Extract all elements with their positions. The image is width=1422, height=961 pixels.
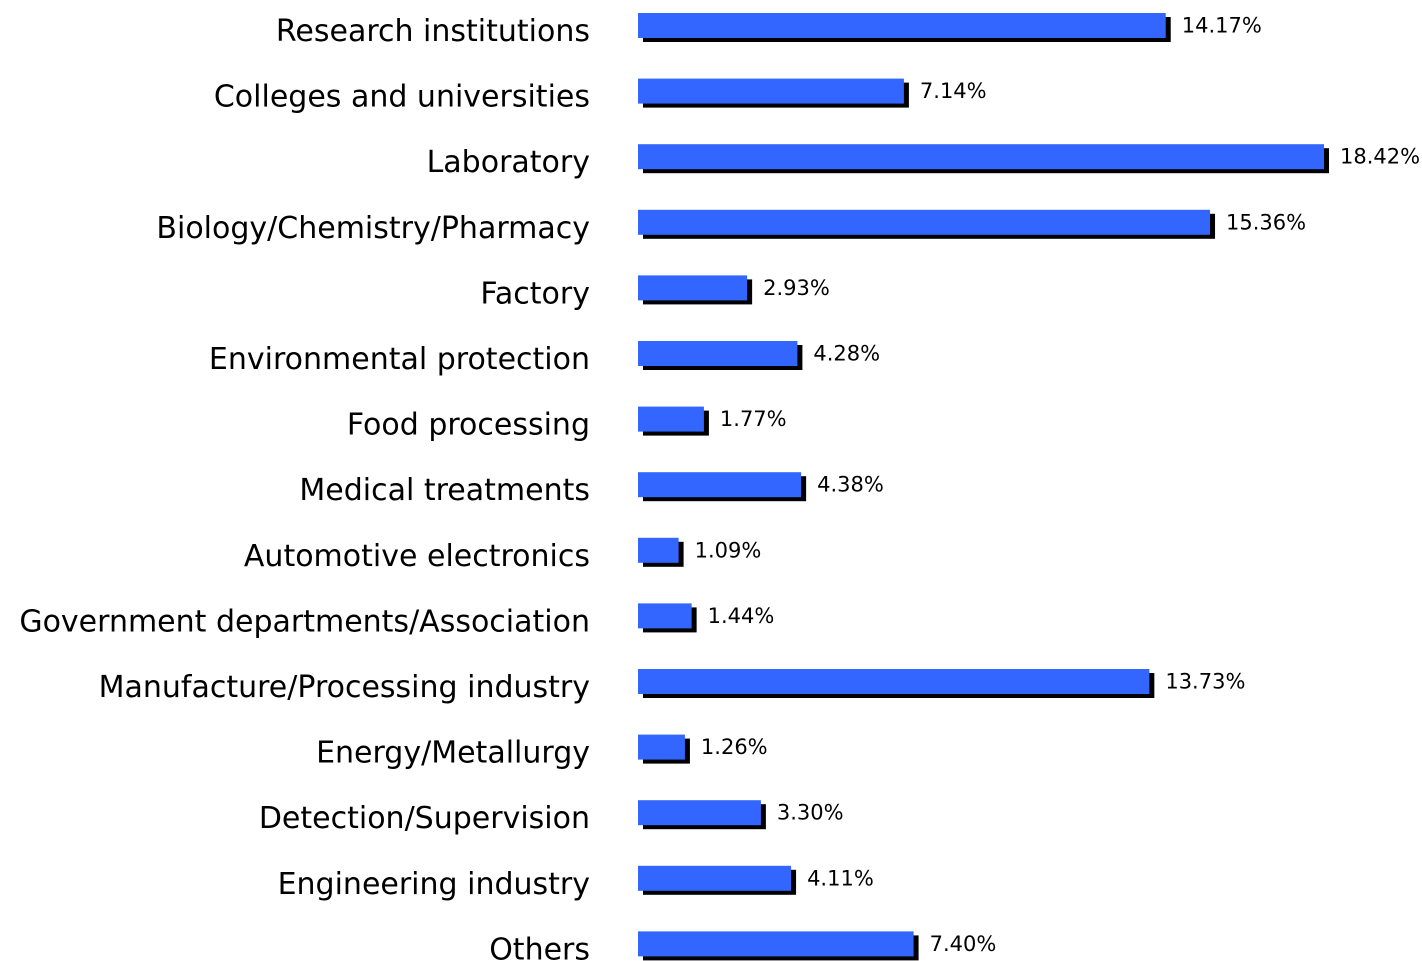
value-label: 4.11%	[807, 866, 874, 890]
value-label: 1.09%	[695, 538, 762, 562]
value-label: 2.93%	[763, 276, 830, 300]
bar	[638, 734, 685, 760]
category-label: Medical treatments	[299, 473, 590, 508]
bar	[638, 800, 761, 826]
bar	[638, 209, 1211, 235]
category-label: Detection/Supervision	[259, 801, 590, 836]
bar	[638, 669, 1150, 694]
category-label: Energy/Metallurgy	[316, 736, 590, 771]
value-label: 1.44%	[708, 604, 775, 628]
category-label: Colleges and universities	[214, 80, 590, 115]
bar	[638, 931, 914, 957]
category-label: Manufacture/Processing industry	[99, 670, 590, 705]
bar	[638, 406, 704, 432]
category-label: Food processing	[347, 408, 590, 443]
bar	[638, 472, 802, 498]
category-label: Environmental protection	[209, 342, 590, 377]
category-label: Automotive electronics	[244, 539, 590, 574]
category-label: Engineering industry	[278, 867, 590, 902]
category-label: Laboratory	[427, 145, 590, 180]
value-label: 7.40%	[930, 932, 997, 956]
category-label: Government departments/Association	[19, 604, 590, 639]
bar	[638, 13, 1166, 38]
bar	[638, 144, 1324, 170]
bar	[638, 537, 679, 563]
category-label: Biology/Chemistry/Pharmacy	[156, 211, 590, 246]
value-label: 7.14%	[920, 79, 987, 103]
category-label: Factory	[480, 276, 590, 311]
category-label: Research institutions	[276, 14, 590, 49]
value-label: 1.26%	[701, 735, 768, 759]
value-label: 4.28%	[813, 342, 880, 366]
value-label: 13.73%	[1165, 670, 1245, 694]
value-label: 1.77%	[720, 407, 787, 431]
value-label: 18.42%	[1340, 145, 1420, 169]
bar	[638, 341, 798, 366]
value-label: 14.17%	[1182, 14, 1262, 38]
bar	[638, 78, 904, 104]
bar	[638, 865, 792, 891]
value-label: 15.36%	[1226, 210, 1306, 234]
category-label: Others	[489, 932, 590, 961]
bar	[638, 603, 692, 629]
bar	[638, 275, 748, 301]
value-label: 4.38%	[817, 473, 884, 497]
value-label: 3.30%	[777, 801, 844, 825]
